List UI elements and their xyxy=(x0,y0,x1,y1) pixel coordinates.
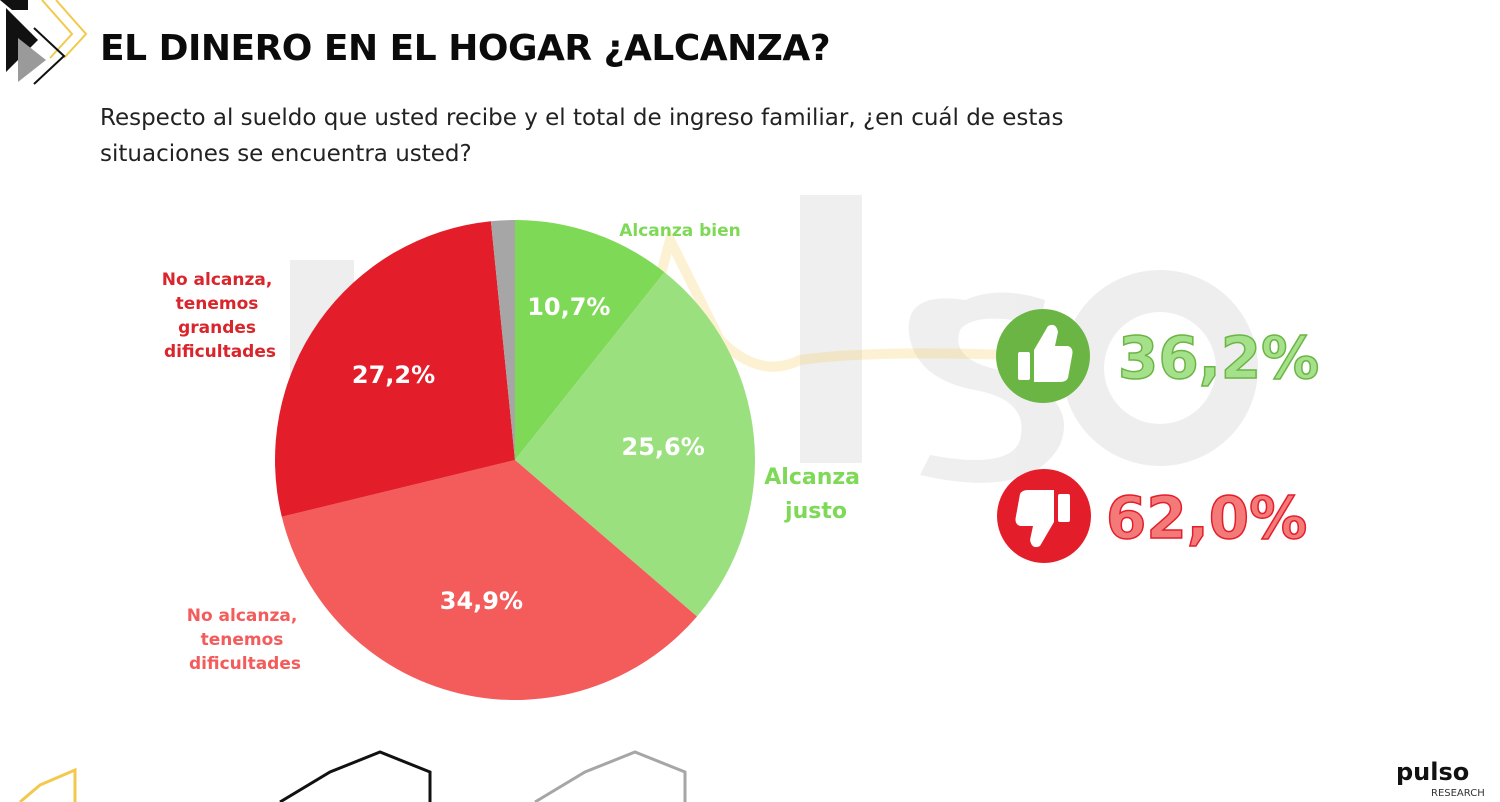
pie-value-label-2: 34,9% xyxy=(440,587,523,615)
label-no-alcanza-dificultades: No alcanza, tenemos dificultades xyxy=(187,606,304,674)
negative-percentage: 62,0% xyxy=(1106,484,1307,552)
pie-value-label-0: 10,7% xyxy=(527,293,610,321)
question-subtitle: Respecto al sueldo que usted recibe y el… xyxy=(100,105,1064,167)
pie-slice-1 xyxy=(515,272,756,617)
brand-tagline: RESEARCH xyxy=(1431,788,1485,799)
pie-slice-0 xyxy=(515,220,665,460)
thumbs-down-icon xyxy=(997,469,1091,563)
positive-summary: 36,2% xyxy=(996,309,1320,403)
pie-chart xyxy=(275,220,756,701)
label-no-alcanza-grandes-dificultades: No alcanza, tenemos grandes dificultades xyxy=(162,270,279,362)
pie-slice-2 xyxy=(281,460,698,701)
brand-logo-wordmark: pulso xyxy=(1396,758,1469,786)
label-alcanza-bien: Alcanza bien xyxy=(619,221,741,241)
corner-chevron-decoration xyxy=(0,0,88,85)
thumbs-up-icon xyxy=(996,309,1090,403)
page-title: EL DINERO EN EL HOGAR ¿ALCANZA? xyxy=(100,28,831,69)
negative-summary: 62,0% xyxy=(997,469,1308,563)
pie-slice-4 xyxy=(490,220,515,460)
pie-slice-3 xyxy=(275,221,515,517)
pie-value-labels: 10,7% 25,6% 34,9% 27,2% xyxy=(352,293,705,615)
brand-logo: pulso RESEARCH xyxy=(1396,758,1485,799)
pie-value-label-1: 25,6% xyxy=(622,433,705,461)
label-alcanza-justo: Alcanza justo xyxy=(764,465,867,524)
positive-percentage: 36,2% xyxy=(1118,324,1319,392)
pie-value-label-3: 27,2% xyxy=(352,361,435,389)
skyline-decoration xyxy=(19,750,687,802)
